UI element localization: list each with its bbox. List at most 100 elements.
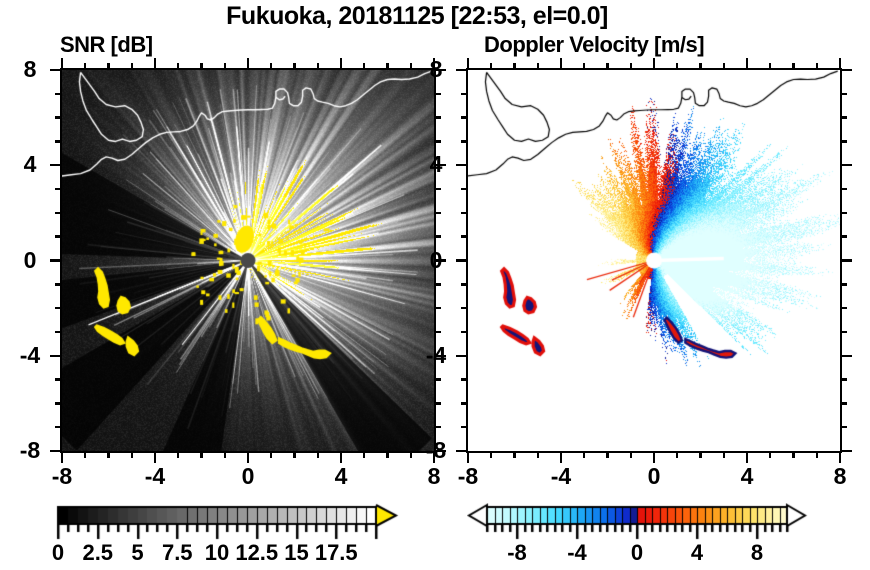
axis-tick <box>456 449 468 453</box>
doppler-colorbar-tick-label: 4 <box>690 540 704 565</box>
axis-tick-label: -4 <box>19 341 41 368</box>
axis-tick <box>177 63 180 70</box>
axis-tick <box>840 164 852 167</box>
axis-tick <box>840 187 847 191</box>
axis-tick <box>583 451 586 458</box>
doppler-colorbar <box>467 503 817 543</box>
axis-tick <box>456 164 468 167</box>
doppler-colorbar-tick-label: 8 <box>750 540 764 565</box>
axis-tick <box>434 354 446 357</box>
axis-tick-label: 0 <box>647 463 661 489</box>
axis-tick-label: -8 <box>19 437 41 463</box>
snr-colorbar <box>55 503 415 543</box>
axis-tick-label: 8 <box>429 56 443 82</box>
axis-tick <box>745 58 749 70</box>
axis-tick <box>363 451 366 458</box>
snr-plot-panel <box>60 68 436 453</box>
axis-tick <box>536 63 539 70</box>
axis-tick <box>55 402 62 405</box>
axis-tick <box>55 211 62 215</box>
axis-tick <box>840 402 847 405</box>
axis-tick <box>461 402 468 405</box>
axis-tick <box>409 451 412 458</box>
snr-colorbar-tick-label: 5 <box>131 540 144 565</box>
axis-tick-label: 8 <box>833 463 847 489</box>
axis-tick <box>270 63 273 70</box>
axis-tick <box>559 58 563 70</box>
axis-tick <box>629 63 632 70</box>
axis-tick <box>339 451 343 463</box>
axis-tick <box>50 449 62 453</box>
axis-tick <box>50 68 62 72</box>
axis-tick <box>432 451 436 463</box>
axis-tick <box>461 330 468 334</box>
snr-colorbar-tick-label: 10 <box>204 540 230 565</box>
snr-colorbar-tick-label: 17.5 <box>314 540 358 565</box>
axis-tick-label: -8 <box>425 437 447 463</box>
axis-tick <box>513 63 516 70</box>
axis-tick <box>840 354 852 357</box>
axis-tick <box>55 330 62 334</box>
axis-tick-label: 4 <box>740 463 754 489</box>
axis-tick <box>559 451 563 463</box>
axis-tick <box>434 92 441 95</box>
axis-tick <box>838 58 842 70</box>
doppler-colorbar-tick-label: -4 <box>567 540 587 565</box>
axis-tick <box>536 451 539 458</box>
axis-tick <box>840 283 847 286</box>
axis-tick <box>293 63 296 70</box>
axis-tick <box>840 306 847 310</box>
axis-tick <box>840 92 847 95</box>
axis-tick <box>434 378 441 381</box>
doppler-colorbar-tick-label: 0 <box>630 540 644 565</box>
axis-tick <box>223 63 226 70</box>
axis-tick <box>200 451 203 458</box>
axis-tick <box>107 451 110 458</box>
axis-tick <box>461 211 468 215</box>
doppler-plot-panel <box>466 68 842 453</box>
axis-tick <box>55 283 62 286</box>
axis-tick <box>840 425 847 429</box>
axis-tick-label: 4 <box>23 151 37 178</box>
snr-colorbar-tick-label: 2.5 <box>82 540 114 565</box>
axis-tick <box>840 68 852 72</box>
axis-tick <box>461 116 468 119</box>
axis-tick <box>461 140 468 143</box>
axis-tick <box>434 164 446 167</box>
axis-tick <box>50 354 62 357</box>
axis-tick <box>769 451 772 458</box>
axis-tick <box>339 58 343 70</box>
axis-tick <box>386 451 389 458</box>
axis-tick-label: 4 <box>334 463 348 489</box>
axis-tick <box>55 116 62 119</box>
axis-tick <box>434 330 441 334</box>
axis-tick <box>55 187 62 191</box>
axis-tick <box>434 235 441 238</box>
axis-tick <box>652 58 656 70</box>
axis-tick <box>293 451 296 458</box>
axis-tick <box>461 306 468 310</box>
axis-tick-label: -8 <box>51 463 73 489</box>
axis-tick <box>434 68 446 72</box>
doppler-radar-image <box>468 70 840 451</box>
axis-tick <box>60 451 64 463</box>
axis-tick-label: 0 <box>241 463 255 489</box>
axis-tick <box>50 164 62 167</box>
axis-tick <box>84 451 87 458</box>
axis-tick <box>434 402 441 405</box>
axis-tick <box>461 378 468 381</box>
axis-tick <box>55 425 62 429</box>
axis-tick <box>153 451 157 463</box>
axis-tick <box>434 211 441 215</box>
axis-tick <box>55 306 62 310</box>
axis-tick <box>55 140 62 143</box>
axis-tick <box>461 283 468 286</box>
axis-tick <box>815 63 818 70</box>
axis-tick <box>606 451 609 458</box>
axis-tick <box>363 63 366 70</box>
axis-tick-label: -4 <box>425 341 447 368</box>
axis-tick <box>840 235 847 238</box>
axis-tick <box>200 63 203 70</box>
snr-colorbar-tick-label: 0 <box>51 540 65 565</box>
axis-tick <box>840 259 852 262</box>
